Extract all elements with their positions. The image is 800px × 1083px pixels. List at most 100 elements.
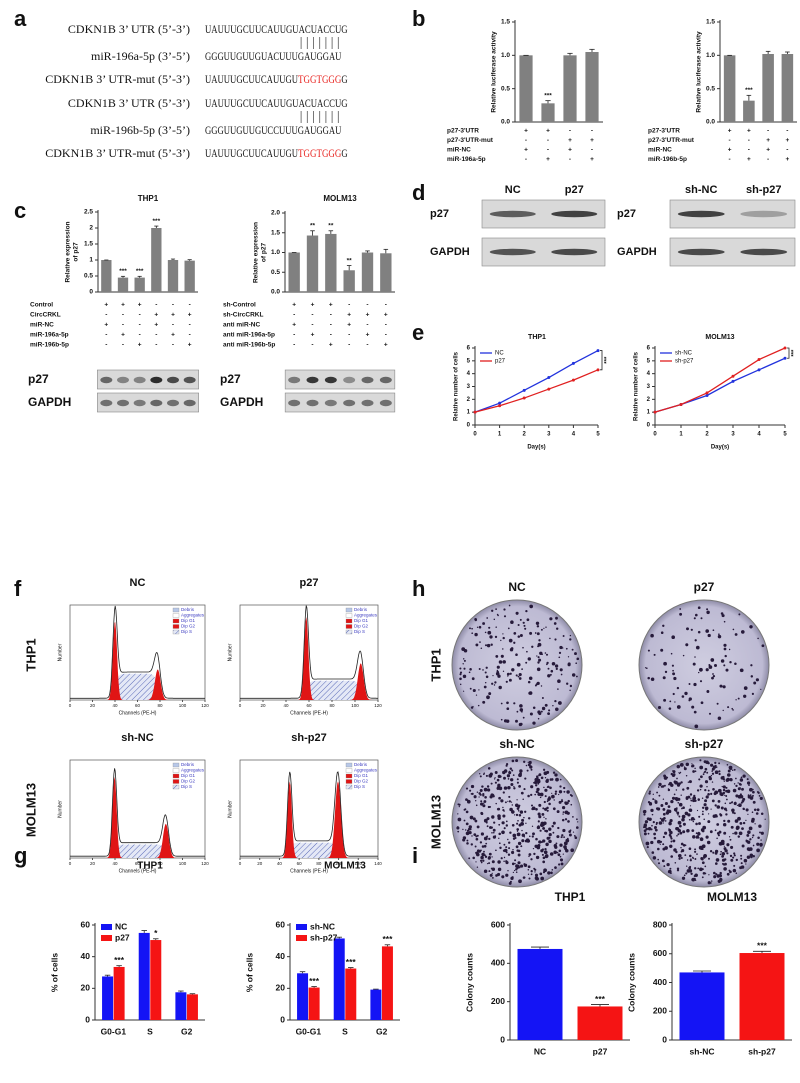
colony — [733, 864, 736, 867]
flow-s-phase — [70, 673, 205, 700]
x-tick-label: 80 — [316, 861, 322, 866]
colony — [518, 804, 521, 807]
significance: *** — [119, 268, 127, 275]
colony — [515, 813, 519, 817]
legend-label: Aggregates — [354, 613, 378, 618]
colony — [544, 854, 549, 858]
colony — [757, 791, 760, 794]
colony — [688, 869, 693, 873]
colony — [669, 844, 673, 848]
colony — [737, 787, 741, 791]
colony — [676, 764, 681, 769]
colony — [536, 655, 538, 657]
colony — [497, 816, 501, 820]
colony — [518, 785, 521, 788]
colony — [529, 604, 534, 609]
colony — [690, 765, 694, 768]
colony — [537, 843, 541, 848]
bar — [679, 972, 725, 1040]
panel-label: g — [14, 843, 27, 868]
colony — [733, 768, 736, 771]
condition-sign: - — [729, 156, 731, 163]
colony — [699, 765, 704, 770]
condition-sign: + — [766, 137, 770, 144]
colony — [519, 704, 523, 708]
condition-label: miR-NC — [648, 147, 672, 154]
significance: *** — [595, 994, 606, 1004]
flow-outline — [240, 605, 378, 699]
y-tick-label: 0.5 — [501, 85, 510, 92]
colony — [490, 782, 493, 785]
colony — [505, 860, 508, 863]
colony — [689, 793, 693, 796]
colony — [662, 807, 666, 811]
colony — [654, 801, 658, 804]
colony — [459, 677, 462, 681]
colony — [695, 645, 700, 650]
bar — [288, 252, 300, 292]
condition-sign: - — [105, 332, 107, 339]
colony — [732, 628, 735, 631]
colony — [534, 871, 536, 873]
colony — [663, 774, 667, 778]
y-tick-label: 200 — [653, 1006, 667, 1016]
colony — [672, 770, 676, 774]
colony — [567, 799, 570, 803]
colony — [484, 671, 487, 674]
colony — [700, 617, 703, 620]
blot-label: GAPDH — [430, 246, 470, 258]
colony — [487, 856, 491, 860]
colony — [692, 770, 695, 773]
point — [498, 401, 502, 405]
blot-band — [740, 210, 788, 218]
blot-band — [551, 248, 598, 256]
colony — [537, 778, 541, 782]
dish — [638, 599, 770, 731]
colony — [498, 815, 501, 818]
y-axis-label: of p27 — [261, 243, 268, 263]
condition-sign: - — [786, 128, 788, 135]
colony — [457, 813, 459, 815]
colony — [561, 798, 563, 801]
colony — [462, 658, 465, 660]
colony — [546, 836, 550, 840]
colony — [679, 824, 682, 828]
row-label: MOLM13 — [23, 783, 38, 837]
colony — [717, 788, 722, 793]
condition-sign: + — [188, 342, 192, 349]
point — [653, 410, 657, 414]
colony — [752, 800, 756, 804]
colony — [750, 675, 754, 678]
colony — [694, 656, 696, 658]
colony — [730, 765, 733, 768]
colony — [663, 698, 667, 702]
colony — [517, 864, 520, 867]
x-tick-label: 40 — [277, 861, 283, 866]
colony — [701, 861, 705, 865]
colony — [546, 663, 548, 666]
colony — [564, 801, 569, 806]
colony — [463, 819, 466, 822]
colony — [485, 675, 489, 679]
colony — [518, 677, 522, 680]
colony — [523, 816, 525, 819]
colony — [469, 668, 472, 671]
colony — [459, 683, 462, 686]
colony — [723, 664, 726, 667]
colony — [499, 846, 502, 850]
colony — [505, 846, 508, 849]
colony — [502, 648, 504, 650]
colony — [743, 858, 748, 863]
colony — [697, 630, 701, 634]
colony — [555, 777, 559, 782]
colony — [541, 697, 544, 699]
colony — [526, 769, 529, 772]
colony — [508, 638, 513, 643]
colony — [643, 823, 647, 827]
colony — [537, 717, 540, 720]
colony — [536, 632, 540, 636]
flow-g2 — [240, 663, 378, 700]
colony — [712, 674, 716, 678]
colony — [576, 826, 579, 829]
colony — [706, 608, 709, 611]
